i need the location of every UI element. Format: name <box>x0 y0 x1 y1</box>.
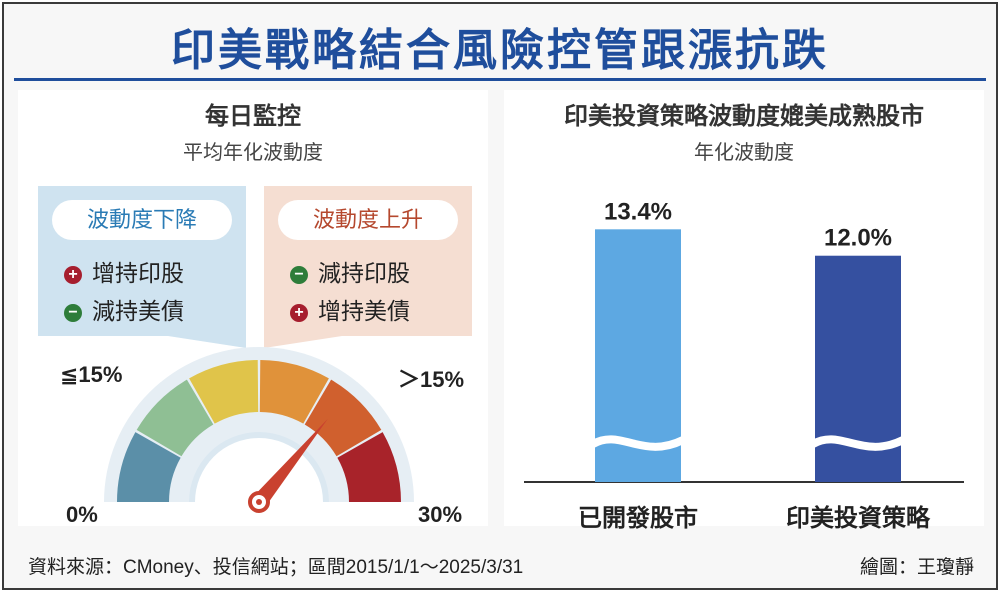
monitoring-heading: 每日監控 <box>205 103 301 130</box>
data-label: 12.0% <box>824 225 892 252</box>
footer-credit: 繪圖：王瓊靜 <box>859 557 974 578</box>
box-down-pointer <box>168 336 246 348</box>
data-label: 13.4% <box>604 198 672 225</box>
gauge-max-label: 30% <box>418 502 463 527</box>
gauge-segment <box>189 360 259 424</box>
box-down-action-2: − 減持美債 <box>64 292 184 326</box>
box-volatility-up: 波動度上升 − 減持印股 + 增持美債 <box>264 186 472 336</box>
chart-subtitle: 年化波動度 <box>694 142 794 164</box>
box-up-action-1-text: 減持印股 <box>318 260 410 286</box>
box-up-action-1: − 減持印股 <box>290 254 410 288</box>
box-down-action-1-text: 增持印股 <box>92 260 184 286</box>
box-volatility-down: 波動度下降 + 增持印股 − 減持美債 <box>38 186 246 336</box>
box-down-action-1: + 增持印股 <box>64 254 184 288</box>
plus-icon: + <box>64 266 82 284</box>
box-down-action-2-text: 減持美債 <box>92 298 184 324</box>
box-up-label: 波動度上升 <box>278 200 458 240</box>
footer-source: 資料來源：CMoney、投信網站；區間2015/1/1～2025/3/31 <box>28 557 524 578</box>
plus-icon: + <box>290 304 308 322</box>
gauge-hub-center <box>256 499 262 505</box>
main-title: 印美戰略結合風險控管跟漲抗跌 <box>171 26 829 75</box>
gauge-segments <box>117 360 401 502</box>
gauge-low-threshold-label: ≦15% <box>60 362 123 387</box>
chart-title: 印美投資策略波動度媲美成熟股市 <box>564 103 924 130</box>
gauge-inner-face <box>195 438 323 502</box>
gauge-min-label: 0% <box>66 502 98 527</box>
title-underline <box>14 78 986 81</box>
box-up-action-2-text: 增持美債 <box>318 298 410 324</box>
gauge-needle <box>252 418 328 508</box>
monitoring-subheading: 平均年化波動度 <box>183 142 323 164</box>
bar-chart: 13.4% 12.0% <box>524 198 964 483</box>
minus-icon: − <box>64 304 82 322</box>
gauge-segment <box>337 432 401 502</box>
axis-break-mark <box>811 435 905 451</box>
box-down-label: 波動度下降 <box>52 200 232 240</box>
gauge-graphic <box>104 336 414 513</box>
gauge-high-threshold-label: ＞15% <box>398 367 465 392</box>
gauge-segment <box>136 379 214 457</box>
minus-icon: − <box>290 266 308 284</box>
x-tick-label: 印美投資策略 <box>786 505 930 532</box>
monitoring-panel: 每日監控 平均年化波動度 波動度下降 + 增持印股 − 減持美債 波動度上升 <box>18 90 488 527</box>
gauge-segment <box>259 360 329 424</box>
x-tick-label: 已開發股市 <box>578 505 698 532</box>
gauge-segment <box>117 432 181 502</box>
box-up-pointer <box>264 336 342 348</box>
gauge-segment <box>304 379 382 457</box>
axis-break-mark <box>591 435 685 451</box>
volatility-chart-panel: 印美投資策略波動度媲美成熟股市 年化波動度 13.4% 12.0% 已開發股市 印… <box>504 90 984 532</box>
box-up-action-2: + 增持美債 <box>290 292 410 326</box>
